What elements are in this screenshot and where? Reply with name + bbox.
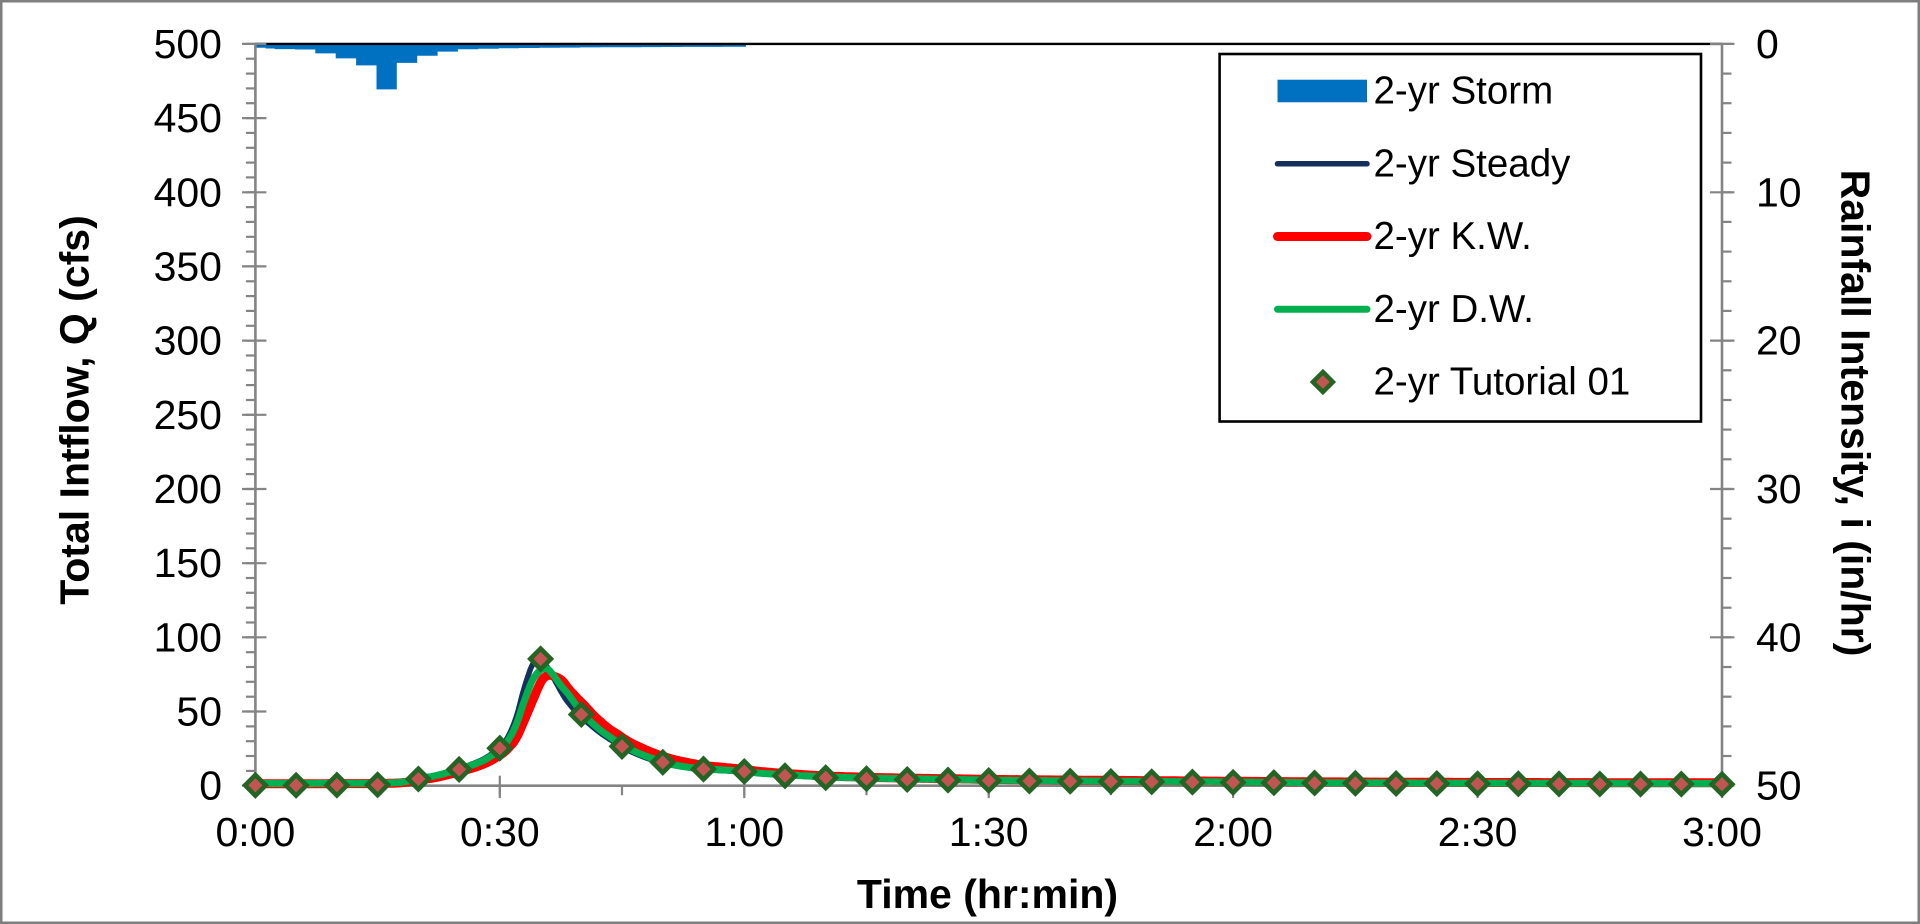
svg-text:300: 300 (154, 318, 222, 364)
svg-text:100: 100 (154, 614, 222, 660)
svg-text:30: 30 (1756, 466, 1802, 512)
svg-text:200: 200 (154, 466, 222, 512)
svg-text:Total Intflow, Q (cfs): Total Intflow, Q (cfs) (52, 215, 98, 604)
svg-text:2-yr K.W.: 2-yr K.W. (1374, 215, 1532, 258)
svg-text:500: 500 (154, 21, 222, 67)
svg-text:150: 150 (154, 540, 222, 586)
svg-text:2-yr Steady: 2-yr Steady (1374, 142, 1572, 185)
svg-text:2:00: 2:00 (1193, 809, 1273, 855)
svg-text:Time (hr:min): Time (hr:min) (857, 871, 1118, 917)
svg-text:0: 0 (199, 763, 222, 809)
svg-text:2-yr D.W.: 2-yr D.W. (1374, 288, 1534, 331)
svg-text:Rainfall Intensity, i (in/hr): Rainfall Intensity, i (in/hr) (1833, 170, 1879, 657)
svg-text:0: 0 (1756, 21, 1779, 67)
svg-text:20: 20 (1756, 318, 1802, 364)
svg-text:1:30: 1:30 (949, 809, 1029, 855)
svg-text:3:00: 3:00 (1682, 809, 1762, 855)
svg-text:1:00: 1:00 (704, 809, 784, 855)
svg-text:10: 10 (1756, 169, 1802, 215)
svg-text:40: 40 (1756, 614, 1802, 660)
svg-text:0:30: 0:30 (460, 809, 540, 855)
svg-text:2-yr Storm: 2-yr Storm (1374, 70, 1554, 113)
svg-text:2:30: 2:30 (1438, 809, 1518, 855)
svg-text:450: 450 (154, 95, 222, 141)
svg-text:50: 50 (1756, 763, 1802, 809)
svg-text:250: 250 (154, 392, 222, 438)
svg-text:2-yr Tutorial 01: 2-yr Tutorial 01 (1374, 361, 1631, 404)
svg-text:350: 350 (154, 243, 222, 289)
svg-text:0:00: 0:00 (215, 809, 295, 855)
svg-text:400: 400 (154, 169, 222, 215)
svg-text:50: 50 (176, 689, 222, 735)
